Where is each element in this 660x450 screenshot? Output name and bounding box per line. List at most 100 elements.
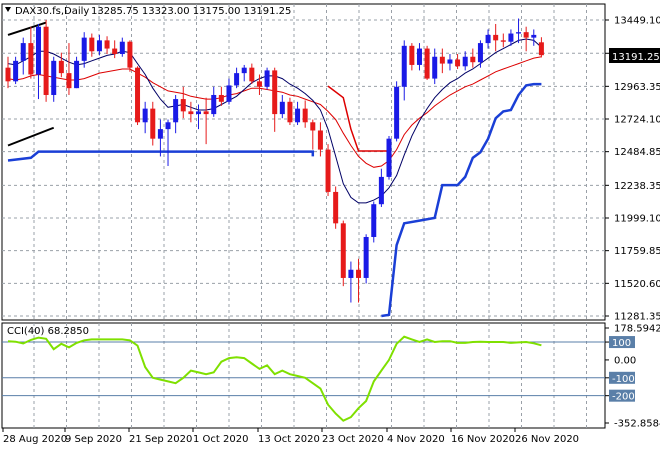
date-tick-label: 23 Oct 2020 <box>322 434 384 445</box>
cci-tick-label: 178.5942 <box>614 324 660 335</box>
candle-body <box>455 59 461 67</box>
price-tick-label: 12963.35 <box>614 82 660 93</box>
current-price-label: 13191.25 <box>612 52 660 63</box>
candle-body <box>89 37 95 52</box>
cci-level-badge <box>609 371 635 384</box>
candle-body <box>310 122 316 131</box>
candle-body <box>371 204 377 237</box>
date-tick-label: 21 Sep 2020 <box>129 434 192 445</box>
candle-body <box>477 43 483 63</box>
candle-body <box>333 191 339 224</box>
candle-body <box>35 26 41 75</box>
candle-body <box>493 34 499 41</box>
cci-tick-label: 0.00 <box>614 355 636 366</box>
candle-body <box>287 101 293 123</box>
candle-body <box>264 70 270 87</box>
current-price-box <box>609 48 660 63</box>
candle-body <box>58 60 64 74</box>
candle-body <box>516 32 522 34</box>
candle-body <box>432 56 438 79</box>
cci-tick-label: -100 <box>612 374 635 385</box>
candle-body <box>218 94 224 102</box>
candle-body <box>203 111 209 115</box>
cci-tick-label: 100 <box>612 338 631 349</box>
candle-body <box>256 81 262 87</box>
cci-level-badge <box>609 336 635 349</box>
candle-body <box>531 34 537 38</box>
candle-body <box>43 26 49 95</box>
candle-body <box>112 48 118 55</box>
candle-body <box>386 138 392 177</box>
main-panel-frame <box>1 3 606 321</box>
trendline <box>7 21 47 36</box>
date-tick-label: 13 Oct 2020 <box>258 434 320 445</box>
cci-line <box>7 335 542 422</box>
candle-body <box>439 56 445 64</box>
candle-body <box>470 56 476 63</box>
candle-body <box>104 40 110 49</box>
candle-body <box>272 70 278 115</box>
candle-body <box>127 41 133 68</box>
candle-body <box>165 122 171 130</box>
candle-body <box>378 176 384 205</box>
candle-body <box>401 45 407 87</box>
candle-body <box>13 60 19 82</box>
candle-body <box>150 108 156 139</box>
candle-body <box>356 269 362 278</box>
price-tick-label: 11281.35 <box>614 312 660 323</box>
candle-body <box>173 99 179 123</box>
candle-body <box>295 108 301 123</box>
candle-body <box>340 223 346 278</box>
candle-body <box>523 32 529 38</box>
candle-body <box>20 43 26 61</box>
trendline <box>7 126 55 147</box>
candle-body <box>135 67 141 123</box>
candle-body <box>196 111 201 115</box>
candle-body <box>424 48 430 79</box>
price-tick-label: 12724.10 <box>614 114 660 125</box>
date-tick-label: 16 Nov 2020 <box>451 434 515 445</box>
price-tick-label: 11759.85 <box>614 246 660 257</box>
candle-body <box>5 67 11 82</box>
candle-body <box>74 60 80 89</box>
cci-tick-label: -200 <box>612 392 635 403</box>
candle-body <box>500 40 506 42</box>
chart-ohlc: 13285.75 13323.00 13175.00 13191.25 <box>91 6 291 17</box>
candle-body <box>302 108 308 123</box>
candle-body <box>51 60 57 95</box>
candle-body <box>249 67 255 82</box>
support-stop-line <box>7 150 315 162</box>
trailing-stop-line <box>381 82 542 318</box>
date-tick-label: 4 Nov 2020 <box>387 434 445 445</box>
candle-body <box>28 43 34 75</box>
date-tick-label: 26 Nov 2020 <box>515 434 579 445</box>
cci-tick-label: -352.8584 <box>614 419 660 430</box>
candle-body <box>348 269 354 278</box>
candle-body <box>317 130 323 150</box>
price-tick-label: 11520.60 <box>614 279 660 290</box>
price-tick-label: 12238.35 <box>614 181 660 192</box>
candle-body <box>508 33 514 42</box>
resistance-stop-line <box>327 85 389 152</box>
candle-body <box>409 45 415 65</box>
cci-level-badge <box>609 389 635 402</box>
price-tick-label: 12484.85 <box>614 147 660 158</box>
price-tick-label: 11999.10 <box>614 213 660 224</box>
date-tick-label: 28 Aug 2020 <box>3 434 67 445</box>
candle-body <box>81 37 87 61</box>
candle-body <box>462 56 468 67</box>
candle-body <box>66 73 72 89</box>
candle-body <box>485 34 491 44</box>
candle-body <box>142 108 148 123</box>
price-tick-label: 13449.10 <box>614 16 660 27</box>
candle-body <box>119 41 125 55</box>
indicator-panel-frame <box>1 322 606 429</box>
candle-body <box>447 59 453 64</box>
candle-body <box>157 129 163 139</box>
chart-menu-arrow-icon[interactable] <box>5 7 11 12</box>
date-tick-label: 9 Sep 2020 <box>65 434 122 445</box>
candle-body <box>394 86 400 139</box>
candle-body <box>363 236 369 278</box>
candle-body <box>180 99 186 112</box>
